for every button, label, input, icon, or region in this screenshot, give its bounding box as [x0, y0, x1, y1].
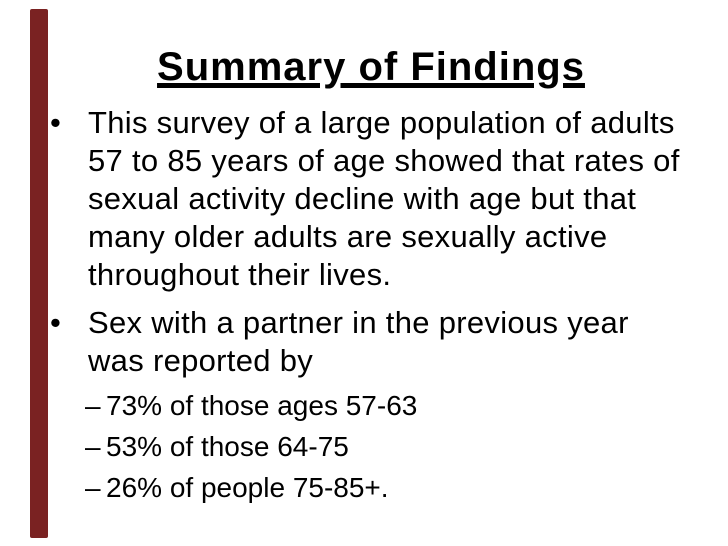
sub-bullet-item-2: – 53% of those 64-75: [85, 426, 718, 467]
bullet-list: • This survey of a large population of a…: [50, 104, 718, 508]
sub-bullet-list: – 73% of those ages 57-63 – 53% of those…: [85, 385, 718, 508]
sub-bullet-item-1: – 73% of those ages 57-63: [85, 385, 718, 426]
bullet-item-2: • Sex with a partner in the previous yea…: [50, 304, 718, 380]
bullet-text-1: This survey of a large population of adu…: [88, 105, 680, 292]
sub-bullet-text-3: 26% of people 75-85+.: [106, 472, 389, 503]
slide-title-text: Summary of Findings: [157, 45, 585, 89]
slide-title: Summary of Findings: [50, 45, 692, 89]
bullet-dot-icon: •: [50, 105, 62, 140]
dash-marker-icon: –: [85, 472, 101, 503]
bullet-item-1: • This survey of a large population of a…: [50, 104, 718, 294]
sub-bullet-text-2: 53% of those 64-75: [106, 431, 349, 462]
bullet-text-2: Sex with a partner in the previous year …: [88, 305, 629, 378]
sub-bullet-text-1: 73% of those ages 57-63: [106, 390, 418, 421]
left-accent-bar: [30, 9, 48, 538]
dash-marker-icon: –: [85, 390, 101, 421]
sub-bullet-item-3: – 26% of people 75-85+.: [85, 467, 718, 508]
dash-marker-icon: –: [85, 431, 101, 462]
bullet-dot-icon: •: [50, 305, 62, 340]
